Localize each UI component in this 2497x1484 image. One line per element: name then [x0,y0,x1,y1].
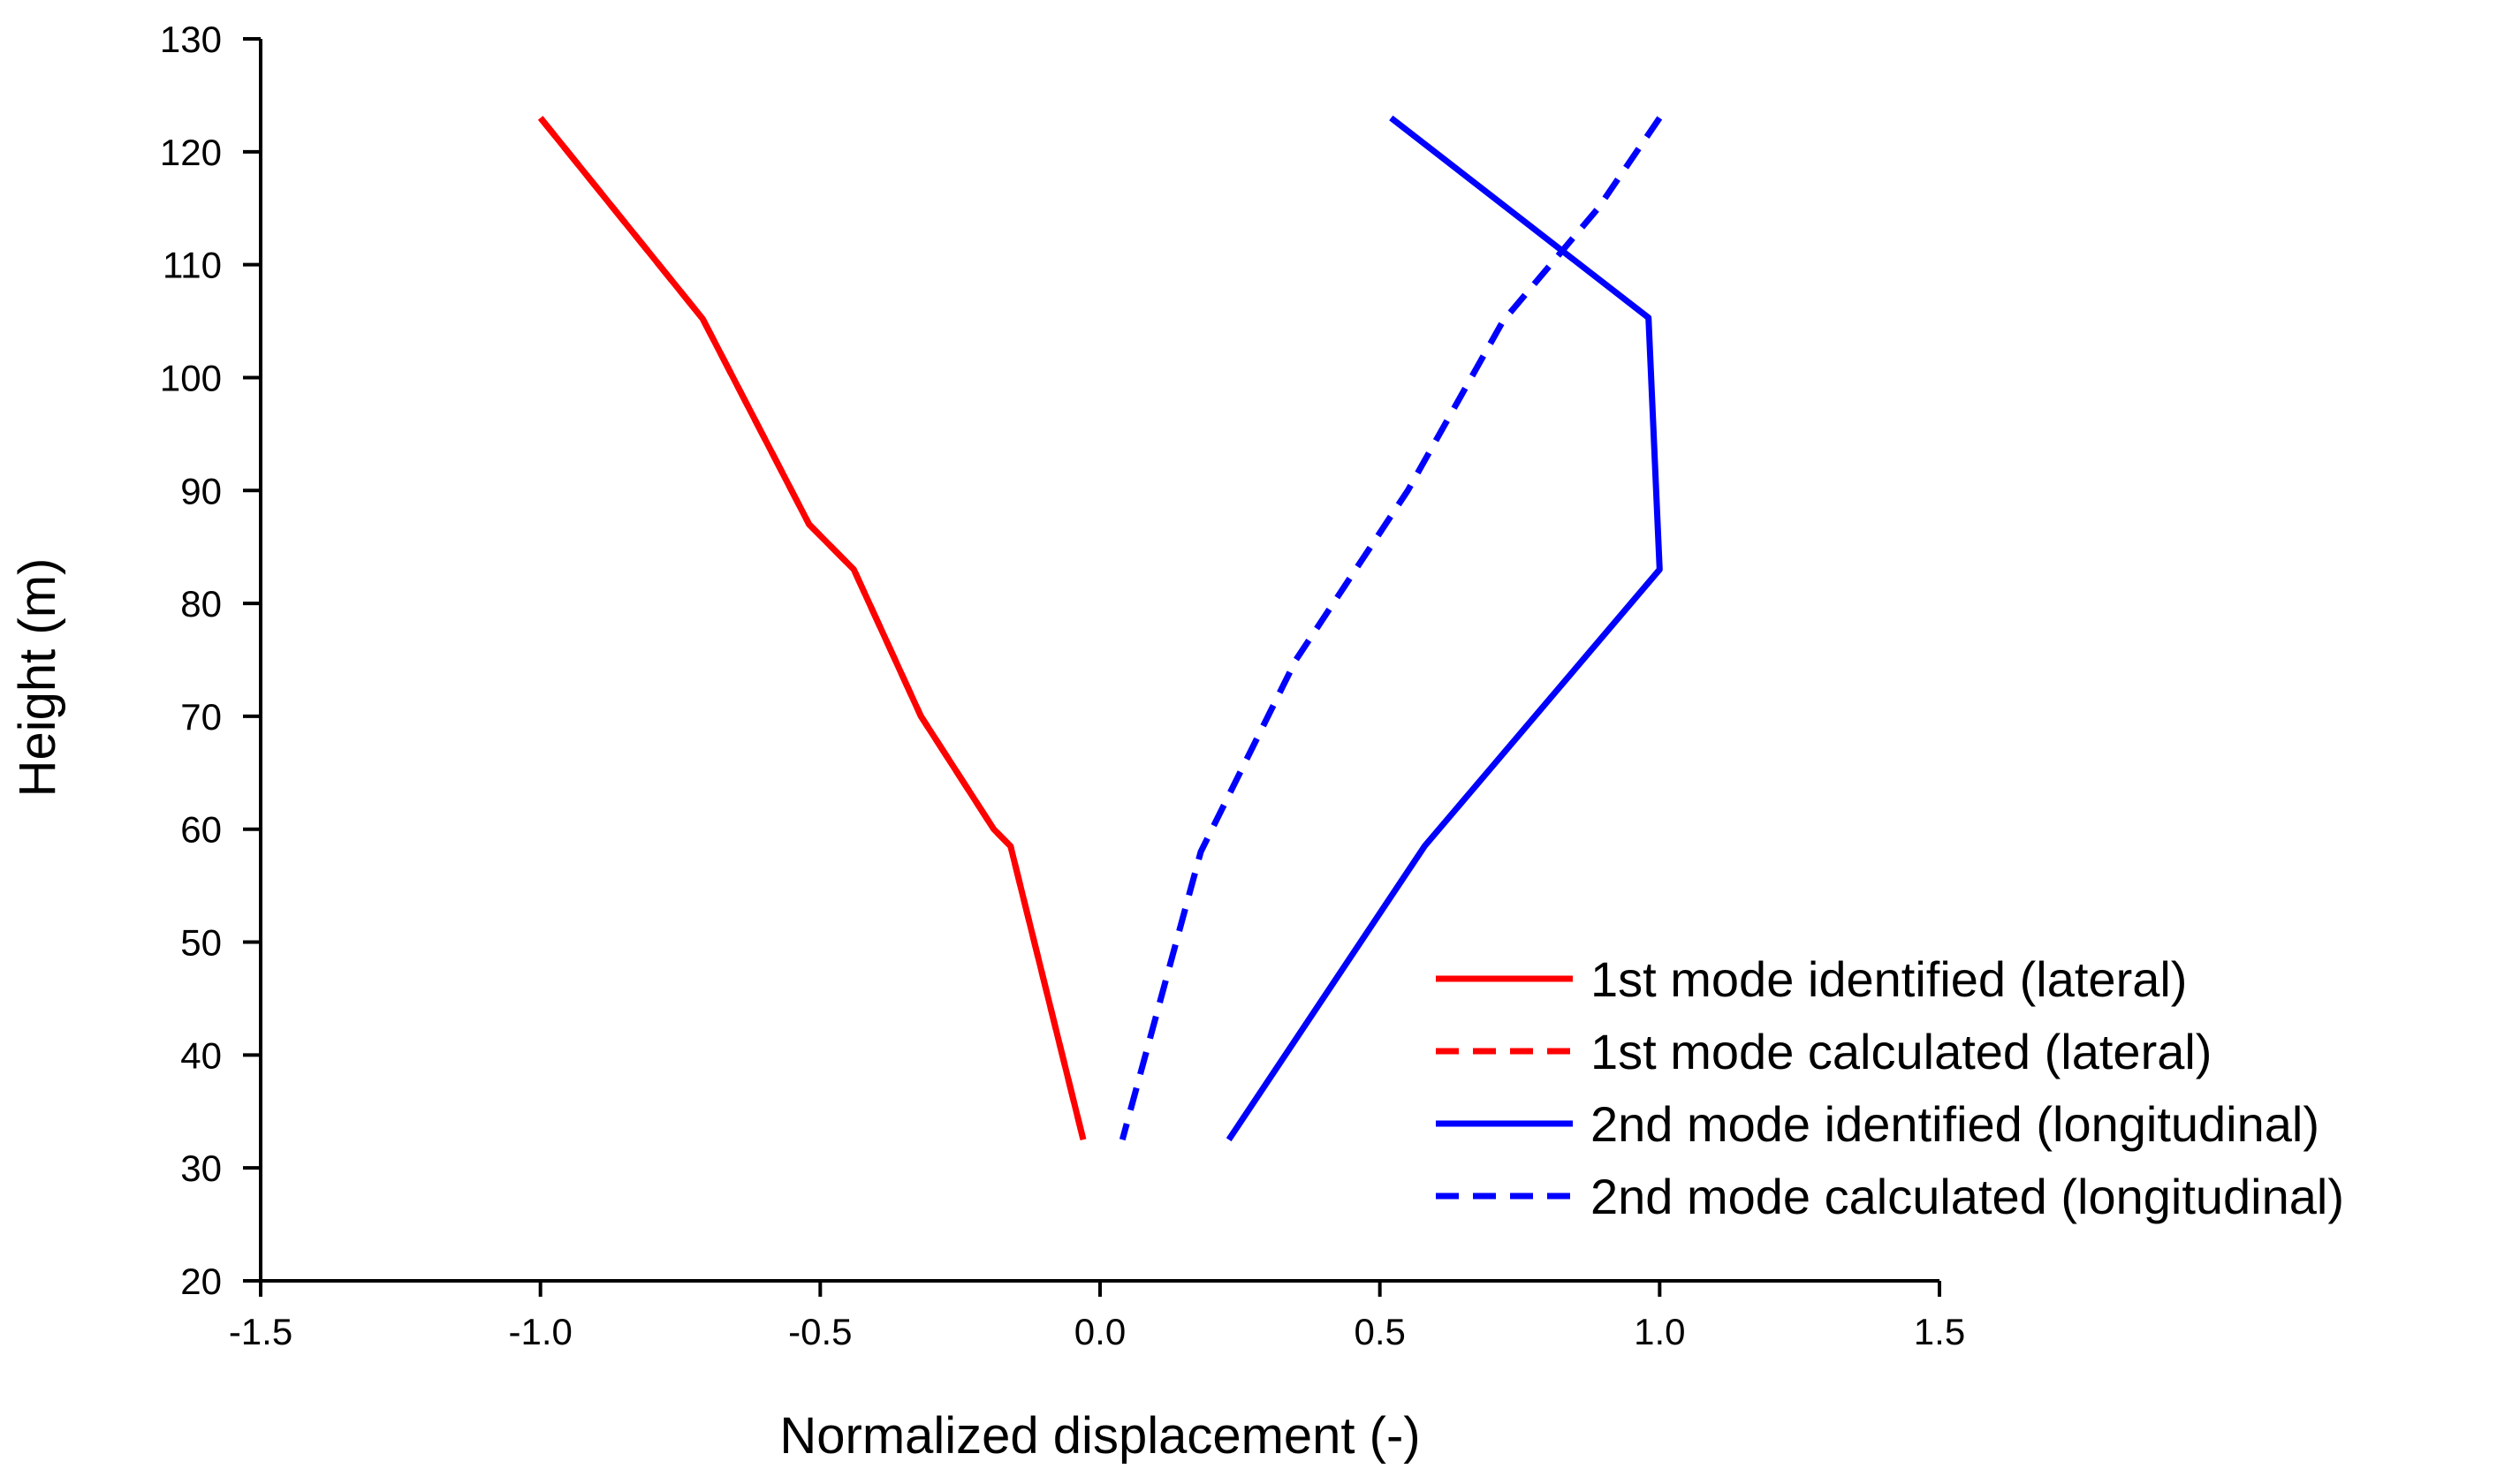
x-tick-label: 1.5 [1914,1311,1965,1352]
y-tick-label: 130 [160,19,222,60]
series-line-4 [1119,116,1663,1141]
legend-label-4: 2nd mode calculated (longitudinal) [1590,1169,2344,1224]
x-tick-label: -1.0 [508,1311,572,1352]
plot-area [537,115,1663,1142]
legend: 1st mode identified (lateral) 1st mode ca… [1436,951,2344,1224]
y-tick-label: 60 [180,809,222,851]
y-tick-label: 20 [180,1261,222,1302]
y-tick-label: 70 [180,696,222,738]
x-tick-label: -1.5 [229,1311,292,1352]
series-line-1 [537,116,1087,1141]
y-tick-label: 110 [163,245,222,286]
x-axis-title: Normalized displacement (-) [779,1407,1420,1465]
legend-label-2: 1st mode calculated (lateral) [1590,1024,2212,1079]
y-tick-label: 90 [180,470,222,511]
y-axis-title: Height (m) [9,558,66,798]
y-tick-label: 30 [180,1147,222,1189]
x-tick-label: 0.5 [1354,1311,1405,1352]
x-tick-label: -0.5 [788,1311,852,1352]
y-tick-label: 50 [180,922,222,964]
series-line-2 [537,116,1087,1141]
y-tick-label: 80 [180,583,222,625]
y-tick-label: 120 [160,132,222,173]
y-tick-label: 40 [180,1034,222,1076]
legend-label-1: 1st mode identified (lateral) [1590,951,2187,1007]
legend-label-3: 2nd mode identified (longitudinal) [1590,1096,2319,1152]
x-tick-label: 0.0 [1074,1311,1126,1352]
axes: -1.5 -1.0 -0.5 0.0 0.5 1.0 1.5 20 30 40 50 60 70 80 90… [160,19,1965,1352]
x-tick-label: 1.0 [1634,1311,1685,1352]
y-tick-label: 100 [160,357,222,398]
